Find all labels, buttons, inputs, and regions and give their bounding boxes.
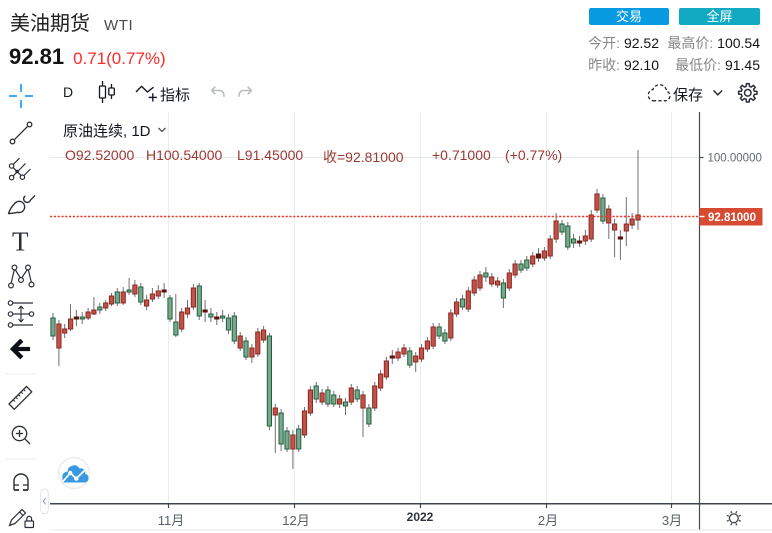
svg-text:92.81000: 92.81000 xyxy=(708,212,756,224)
svg-text:100.00000: 100.00000 xyxy=(708,153,762,165)
svg-text:T: T xyxy=(12,227,29,257)
